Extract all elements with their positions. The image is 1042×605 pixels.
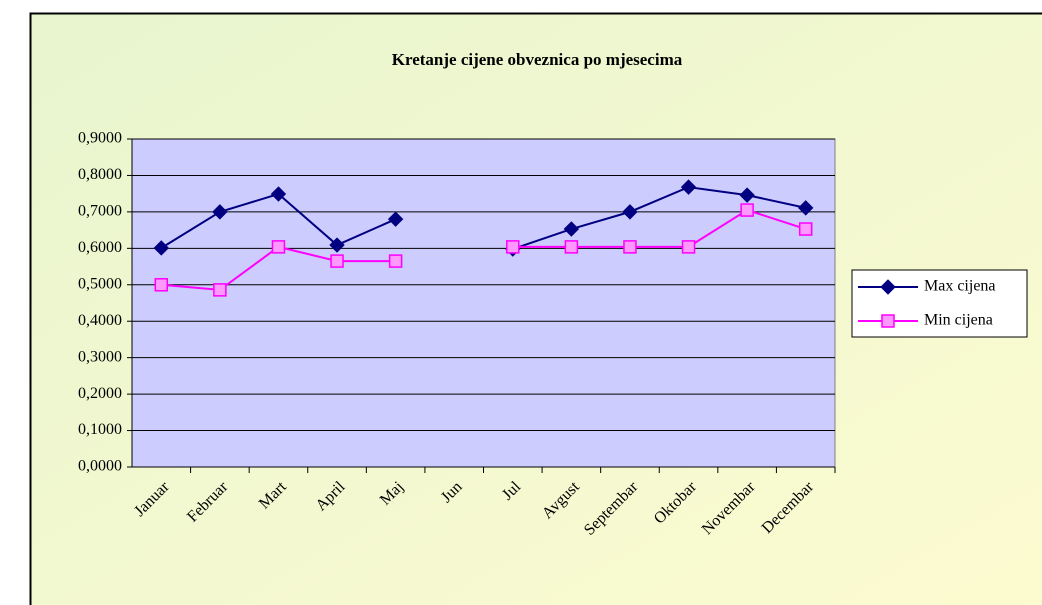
y-tick-label: 0,7000 bbox=[78, 203, 122, 220]
marker bbox=[798, 222, 813, 236]
y-tick-label: 0,6000 bbox=[78, 239, 122, 256]
marker bbox=[506, 240, 520, 254]
marker bbox=[212, 204, 228, 220]
plot-area bbox=[131, 138, 836, 468]
legend-label: Min cijena bbox=[924, 312, 993, 329]
marker bbox=[881, 314, 895, 328]
marker bbox=[623, 240, 637, 254]
marker bbox=[563, 221, 580, 237]
chart-title: Kretanje cijene obveznica po mjesecima bbox=[392, 50, 683, 69]
y-tick-label: 0,3000 bbox=[78, 348, 122, 365]
legend-label: Max cijena bbox=[924, 278, 996, 295]
y-tick-label: 0,0000 bbox=[78, 458, 122, 475]
marker bbox=[270, 186, 287, 202]
y-tick-label: 0,2000 bbox=[78, 385, 122, 402]
marker bbox=[387, 211, 404, 227]
marker bbox=[564, 240, 579, 254]
marker bbox=[739, 187, 755, 203]
marker bbox=[680, 179, 697, 195]
marker bbox=[681, 240, 696, 254]
marker bbox=[329, 237, 345, 253]
y-tick-label: 0,8000 bbox=[78, 166, 122, 183]
marker bbox=[880, 279, 896, 295]
marker bbox=[330, 254, 344, 268]
marker bbox=[798, 200, 814, 216]
marker bbox=[740, 203, 754, 217]
marker bbox=[153, 240, 169, 256]
y-tick-label: 0,9000 bbox=[78, 130, 122, 147]
y-tick-label: 0,4000 bbox=[78, 312, 122, 329]
marker bbox=[622, 204, 638, 220]
marker bbox=[213, 283, 227, 297]
marker bbox=[271, 240, 286, 254]
marker bbox=[154, 278, 169, 292]
legend bbox=[851, 269, 1028, 338]
y-tick-label: 0,5000 bbox=[78, 275, 122, 292]
y-tick-label: 0,1000 bbox=[78, 421, 122, 438]
marker bbox=[388, 254, 403, 268]
